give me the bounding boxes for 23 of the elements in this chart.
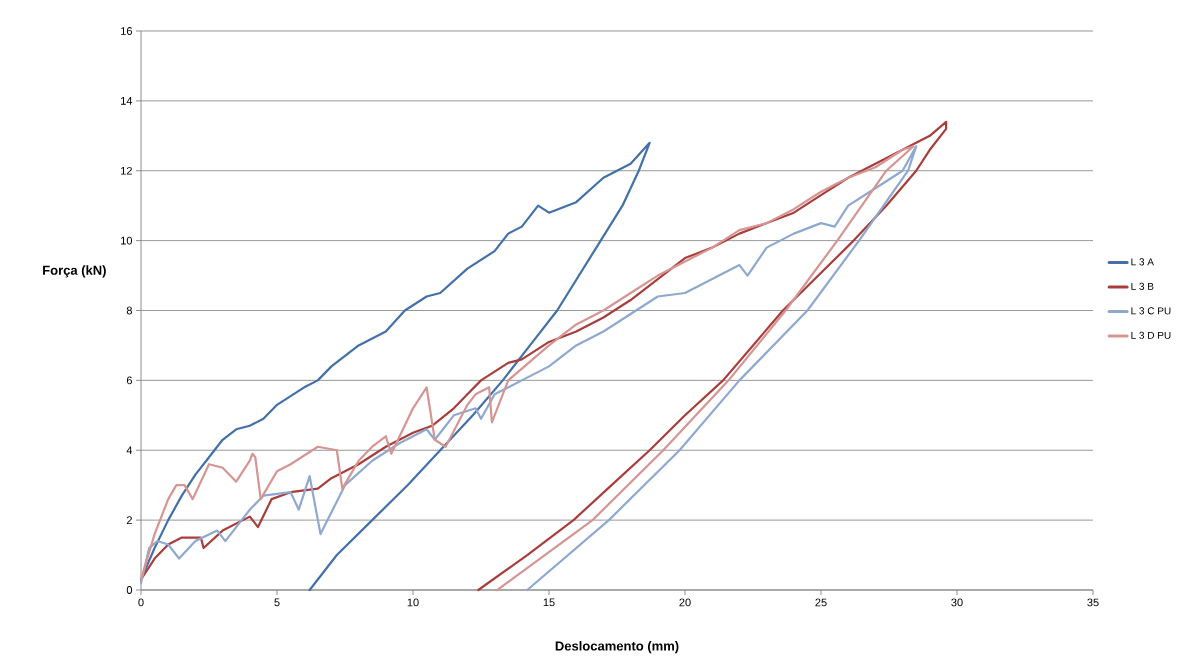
x-tick-label: 15 bbox=[543, 598, 555, 607]
y-axis-title: Força (kN) bbox=[43, 265, 106, 278]
y-tick-label: 8 bbox=[126, 306, 132, 315]
legend-label: L 3 D PU bbox=[1131, 331, 1171, 339]
x-tick-label: 25 bbox=[815, 598, 827, 607]
x-tick-label: 35 bbox=[1087, 598, 1099, 607]
y-tick-label: 14 bbox=[121, 97, 133, 105]
y-tick-label: 16 bbox=[121, 27, 132, 35]
x-tick-label: 0 bbox=[138, 598, 144, 607]
x-tick-label: 20 bbox=[679, 598, 691, 607]
x-tick-label: 30 bbox=[951, 598, 963, 607]
y-tick-label: 6 bbox=[126, 376, 132, 385]
x-tick-label: 10 bbox=[407, 598, 419, 607]
legend-label: L 3 B bbox=[1131, 282, 1154, 290]
x-axis-title: Deslocamento (mm) bbox=[555, 641, 679, 654]
y-tick-label: 10 bbox=[121, 236, 133, 245]
y-tick-label: 0 bbox=[126, 586, 133, 594]
x-tick-label: 5 bbox=[274, 598, 280, 607]
legend-label: L 3 A bbox=[1131, 258, 1154, 266]
y-tick-label: 12 bbox=[121, 166, 132, 175]
y-tick-label: 4 bbox=[126, 446, 133, 455]
legend-label: L 3 C PU bbox=[1131, 307, 1171, 315]
y-tick-label: 2 bbox=[126, 516, 132, 524]
